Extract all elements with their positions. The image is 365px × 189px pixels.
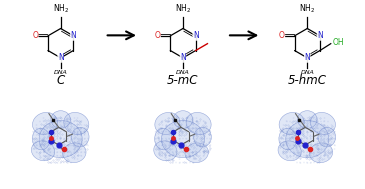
- Ellipse shape: [155, 112, 180, 134]
- Text: O: O: [32, 31, 38, 40]
- Ellipse shape: [279, 112, 304, 134]
- Ellipse shape: [155, 128, 172, 150]
- Text: O: O: [279, 31, 285, 40]
- Ellipse shape: [186, 112, 211, 134]
- Text: DNA: DNA: [300, 70, 314, 75]
- Ellipse shape: [51, 111, 70, 128]
- Text: OH: OH: [333, 38, 344, 47]
- Text: N: N: [58, 53, 64, 62]
- Text: NH$_2$: NH$_2$: [175, 2, 191, 15]
- Text: N: N: [304, 53, 310, 62]
- Ellipse shape: [161, 121, 204, 158]
- Text: O: O: [155, 31, 161, 40]
- Ellipse shape: [185, 143, 208, 163]
- Ellipse shape: [32, 112, 58, 134]
- Ellipse shape: [39, 121, 82, 158]
- Ellipse shape: [31, 141, 55, 161]
- Text: N: N: [193, 31, 199, 40]
- Ellipse shape: [154, 141, 177, 161]
- Ellipse shape: [72, 127, 89, 147]
- Text: DNA: DNA: [54, 70, 68, 75]
- Ellipse shape: [318, 127, 336, 147]
- Text: NH$_2$: NH$_2$: [53, 2, 69, 15]
- Ellipse shape: [279, 128, 296, 150]
- Ellipse shape: [297, 111, 317, 128]
- Text: C: C: [57, 74, 65, 87]
- Text: N: N: [70, 31, 76, 40]
- Ellipse shape: [173, 111, 193, 128]
- Text: N: N: [180, 53, 186, 62]
- Ellipse shape: [194, 127, 211, 147]
- Text: 5-mC: 5-mC: [167, 74, 199, 87]
- Ellipse shape: [278, 141, 301, 161]
- Ellipse shape: [32, 128, 50, 150]
- Ellipse shape: [64, 112, 89, 134]
- Ellipse shape: [286, 121, 329, 158]
- Text: NH$_2$: NH$_2$: [299, 2, 315, 15]
- Text: DNA: DNA: [176, 70, 190, 75]
- Text: N: N: [317, 31, 323, 40]
- Text: 5-hmC: 5-hmC: [288, 74, 327, 87]
- Ellipse shape: [63, 143, 86, 163]
- Ellipse shape: [309, 143, 333, 163]
- Ellipse shape: [310, 112, 335, 134]
